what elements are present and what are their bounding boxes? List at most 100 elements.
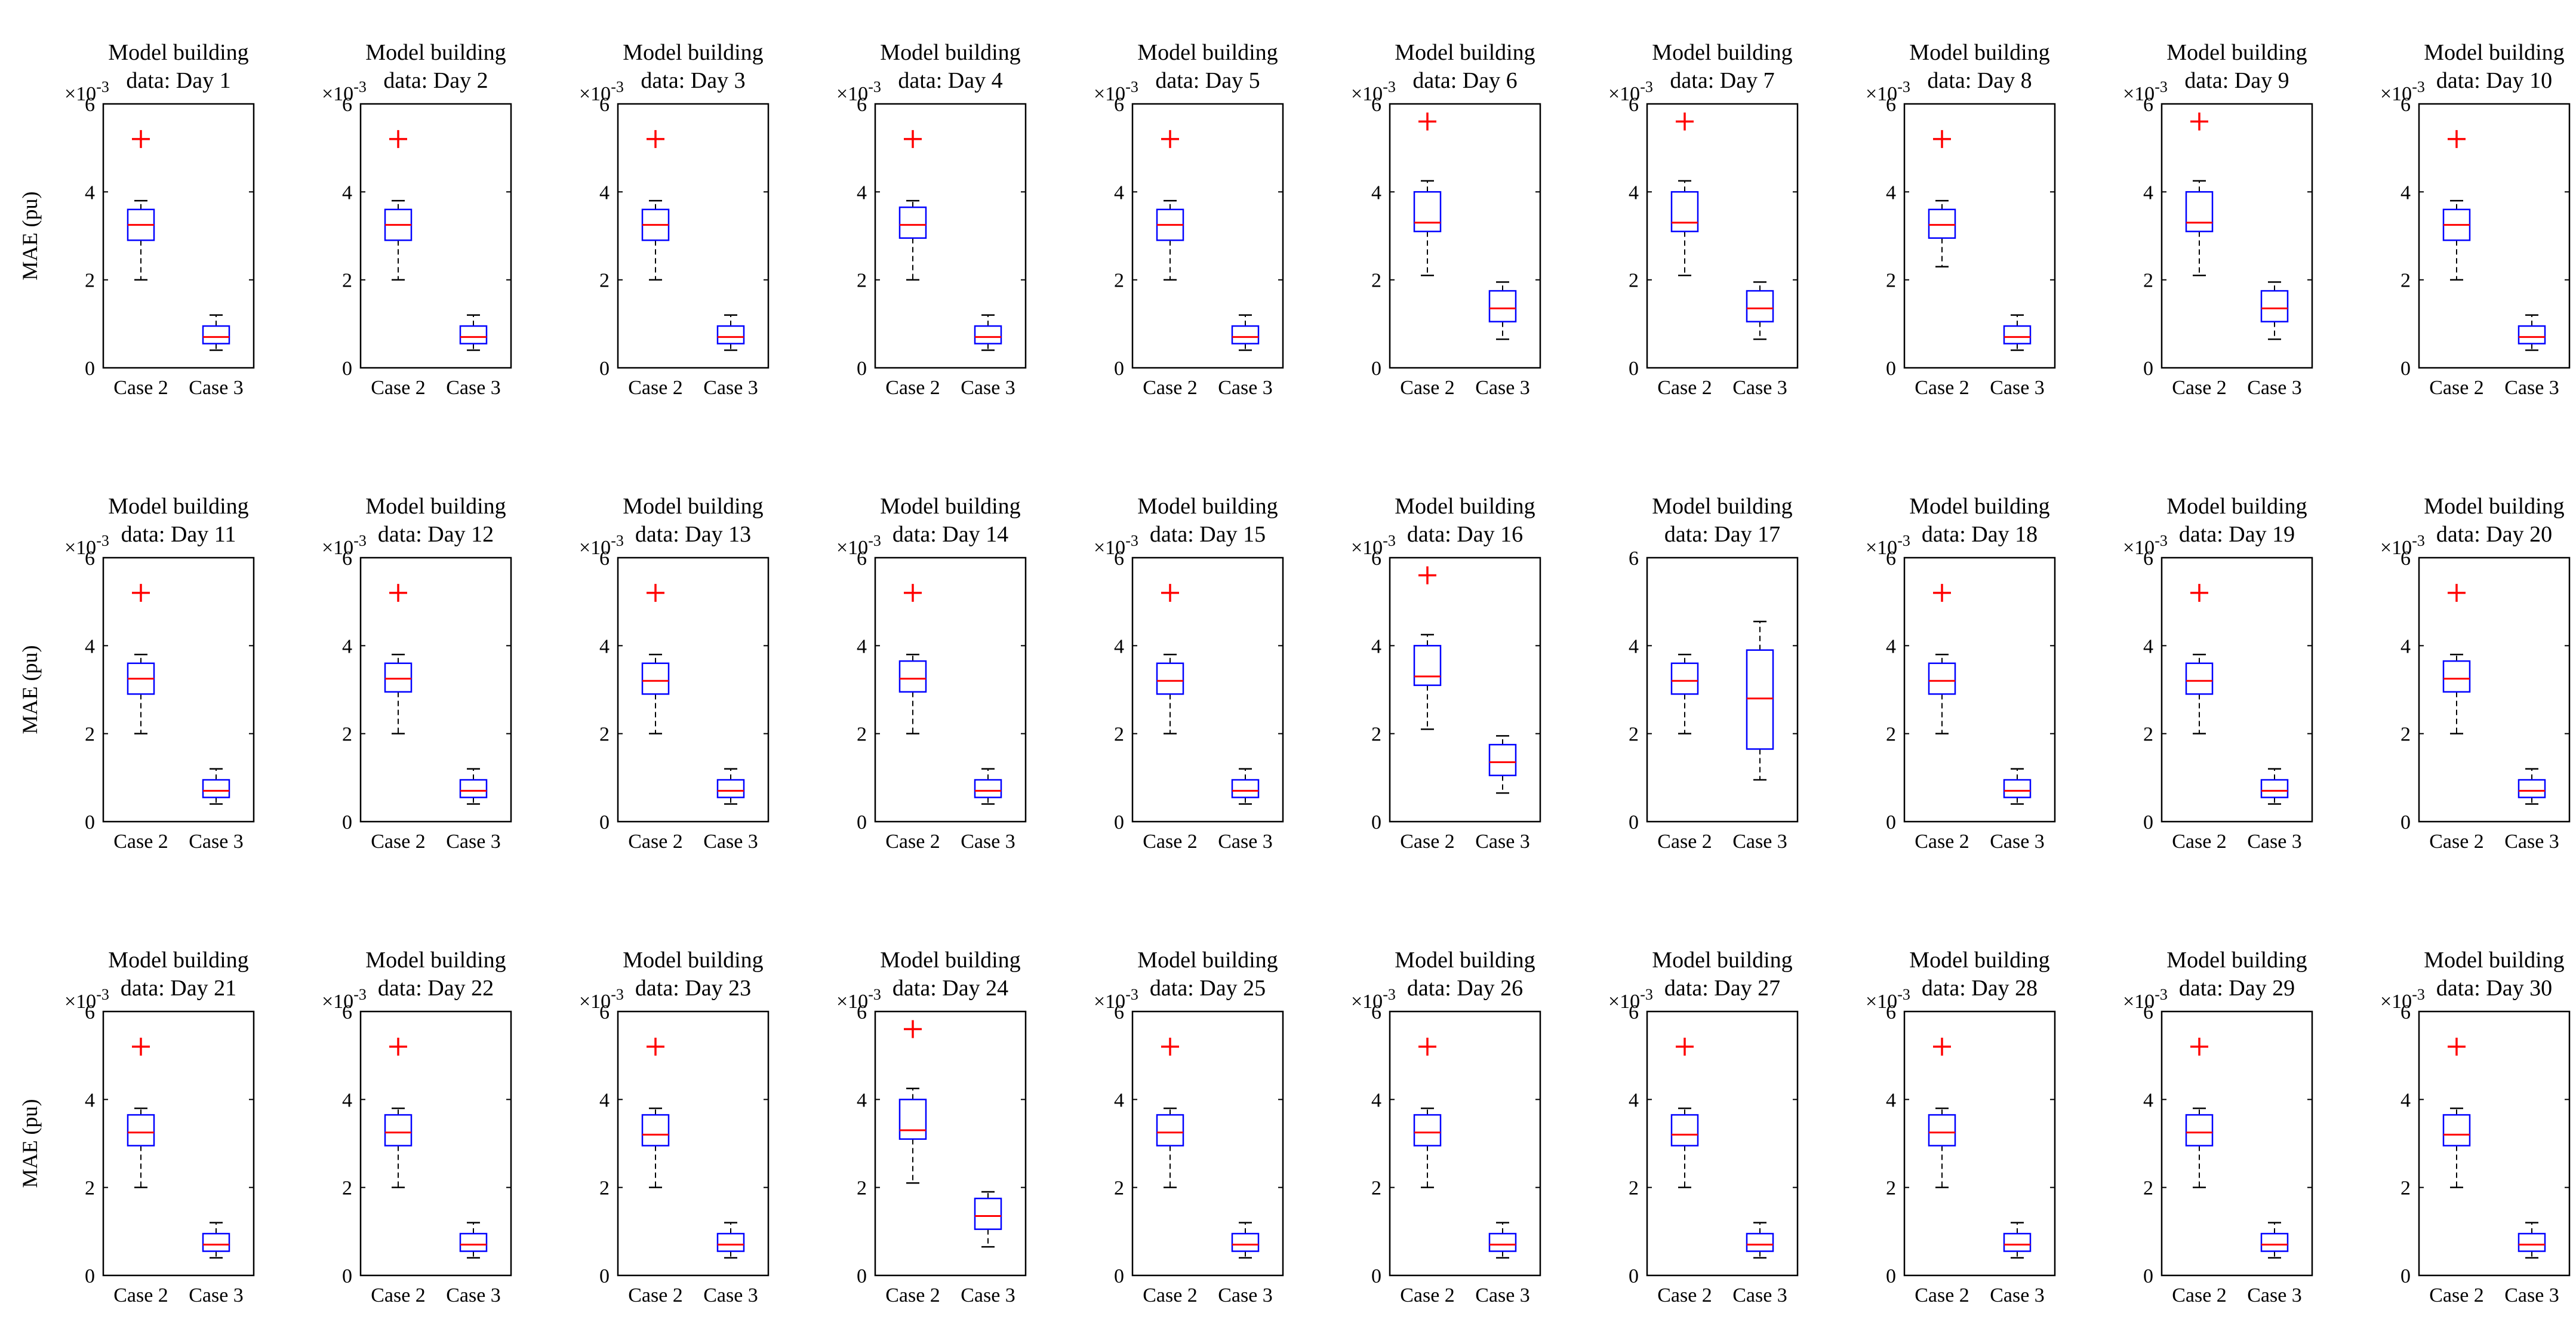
axis-exponent: ×10-3 — [1351, 986, 1396, 1013]
panel-title-line-1: Model building — [1652, 948, 1792, 973]
axes-frame — [1903, 557, 2056, 823]
x-tick-label: Case 3 — [2247, 831, 2302, 853]
y-tick-label: 0 — [599, 1265, 610, 1287]
chart-panel: Model building data: Day 1 ×10-3 0 2 4 6 MAE (p… — [18, 40, 255, 399]
panel-title-line-2: data: Day 30 — [2436, 976, 2552, 1001]
box-iqr — [1928, 1114, 1956, 1146]
box-iqr — [1156, 1114, 1184, 1146]
y-tick-label: 4 — [2400, 182, 2411, 204]
outlier-marker — [904, 130, 922, 148]
box-iqr — [2185, 662, 2214, 695]
y-tick-label: 6 — [1629, 94, 1639, 116]
x-tick-label: Case 2 — [885, 831, 940, 853]
chart-panel: Model building data: Day 11 ×10-3 0 2 4 6 MAE (… — [18, 494, 255, 853]
y-tick-label: 6 — [1114, 548, 1124, 570]
axes-frame — [102, 103, 255, 369]
y-tick-label: 2 — [857, 1177, 867, 1200]
panel-title-line-1: Model building — [2424, 948, 2564, 973]
panel-title-line-2: data: Day 4 — [898, 68, 1002, 93]
box-iqr — [2442, 1114, 2471, 1146]
axes-frame — [1131, 557, 1284, 823]
y-tick-label: 2 — [342, 1177, 352, 1200]
panel-title-line-1: Model building — [108, 494, 248, 519]
y-tick-label: 6 — [1886, 548, 1896, 570]
chart-panel: Model building data: Day 10 ×10-3 0 2 4 6 Case … — [2380, 40, 2571, 399]
panel-title-line-2: data: Day 26 — [1407, 976, 1523, 1001]
panel-title-line-1: Model building — [365, 40, 506, 65]
box-iqr — [1156, 662, 1184, 695]
panel-title-line-1: Model building — [880, 494, 1020, 519]
y-tick-label: 4 — [857, 182, 867, 204]
axis-exponent: ×10-3 — [2123, 986, 2168, 1013]
y-tick-label: 0 — [85, 1265, 95, 1287]
panel-title-line-1: Model building — [2424, 494, 2564, 519]
x-tick-label: Case 3 — [189, 377, 244, 399]
axis-exponent: ×10-3 — [2123, 78, 2168, 105]
y-axis-label: MAE (pu) — [18, 192, 42, 281]
axes-frame — [359, 1010, 512, 1277]
y-tick-label: 6 — [2400, 548, 2411, 570]
y-tick-label: 2 — [599, 270, 610, 292]
y-tick-label: 4 — [1371, 1089, 1381, 1111]
axes-frame — [1389, 1010, 1541, 1277]
x-tick-label: Case 2 — [885, 377, 940, 399]
outlier-marker — [2448, 583, 2466, 602]
y-tick-label: 6 — [857, 548, 867, 570]
outlier-marker — [132, 130, 150, 148]
axis-exponent: ×10-3 — [836, 532, 881, 559]
y-tick-label: 0 — [1371, 811, 1381, 834]
x-tick-label: Case 2 — [1657, 831, 1712, 853]
x-tick-label: Case 3 — [1732, 1284, 1787, 1306]
panel-title-line-2: data: Day 5 — [1155, 68, 1260, 93]
box-iqr — [127, 1114, 155, 1146]
outlier-marker — [647, 583, 664, 602]
panel-title-line-1: Model building — [1909, 40, 2049, 65]
y-tick-label: 2 — [1629, 270, 1639, 292]
x-tick-label: Case 3 — [1990, 831, 2045, 853]
y-tick-label: 2 — [2143, 270, 2153, 292]
box-iqr — [1746, 649, 1774, 750]
box-iqr — [202, 779, 230, 798]
axes-frame — [1903, 103, 2056, 369]
y-tick-label: 2 — [1629, 1177, 1639, 1200]
y-tick-label: 6 — [85, 548, 95, 570]
box-iqr — [2003, 1232, 2032, 1252]
x-tick-label: Case 2 — [2172, 831, 2227, 853]
y-tick-label: 2 — [857, 724, 867, 746]
y-tick-label: 4 — [2400, 1089, 2411, 1111]
chart-panel: Model building data: Day 26 ×10-3 0 2 4 6 Case … — [1351, 948, 1541, 1306]
y-tick-label: 2 — [2400, 1177, 2411, 1200]
y-tick-label: 0 — [2400, 1265, 2411, 1287]
x-tick-label: Case 2 — [1657, 1284, 1712, 1306]
axis-exponent: ×10-3 — [1094, 986, 1138, 1013]
outlier-marker — [1161, 1037, 1179, 1056]
y-tick-label: 6 — [1371, 548, 1381, 570]
axes-frame — [874, 103, 1027, 369]
x-tick-label: Case 2 — [628, 377, 683, 399]
chart-panel: Model building data: Day 16 ×10-3 0 2 4 6 Case … — [1351, 494, 1541, 853]
axes-frame — [1389, 103, 1541, 369]
y-tick-label: 2 — [599, 1177, 610, 1200]
panel-title-line-1: Model building — [2166, 494, 2307, 519]
y-tick-label: 6 — [1886, 94, 1896, 116]
y-tick-label: 2 — [857, 270, 867, 292]
y-tick-label: 2 — [1114, 1177, 1124, 1200]
box-iqr — [459, 1232, 488, 1252]
x-tick-label: Case 2 — [1915, 1284, 1969, 1306]
panel-title-line-2: data: Day 13 — [635, 522, 751, 547]
chart-panel: Model building data: Day 19 ×10-3 0 2 4 6 Case … — [2123, 494, 2313, 853]
y-tick-label: 0 — [342, 1265, 352, 1287]
panel-title-line-2: data: Day 9 — [2184, 68, 2289, 93]
axis-exponent: ×10-3 — [322, 78, 367, 105]
panel-title-line-2: data: Day 23 — [635, 976, 751, 1001]
y-tick-label: 0 — [2400, 358, 2411, 380]
panel-title-line-1: Model building — [1909, 494, 2049, 519]
chart-panel: Model building data: Day 18 ×10-3 0 2 4 6 Case … — [1866, 494, 2056, 853]
axis-exponent: ×10-3 — [1866, 986, 1910, 1013]
box-iqr — [2003, 325, 2032, 345]
box-iqr — [202, 325, 230, 345]
y-tick-label: 6 — [342, 548, 352, 570]
box-iqr — [1413, 191, 1442, 232]
y-tick-label: 4 — [342, 635, 352, 657]
axes-frame — [102, 557, 255, 823]
